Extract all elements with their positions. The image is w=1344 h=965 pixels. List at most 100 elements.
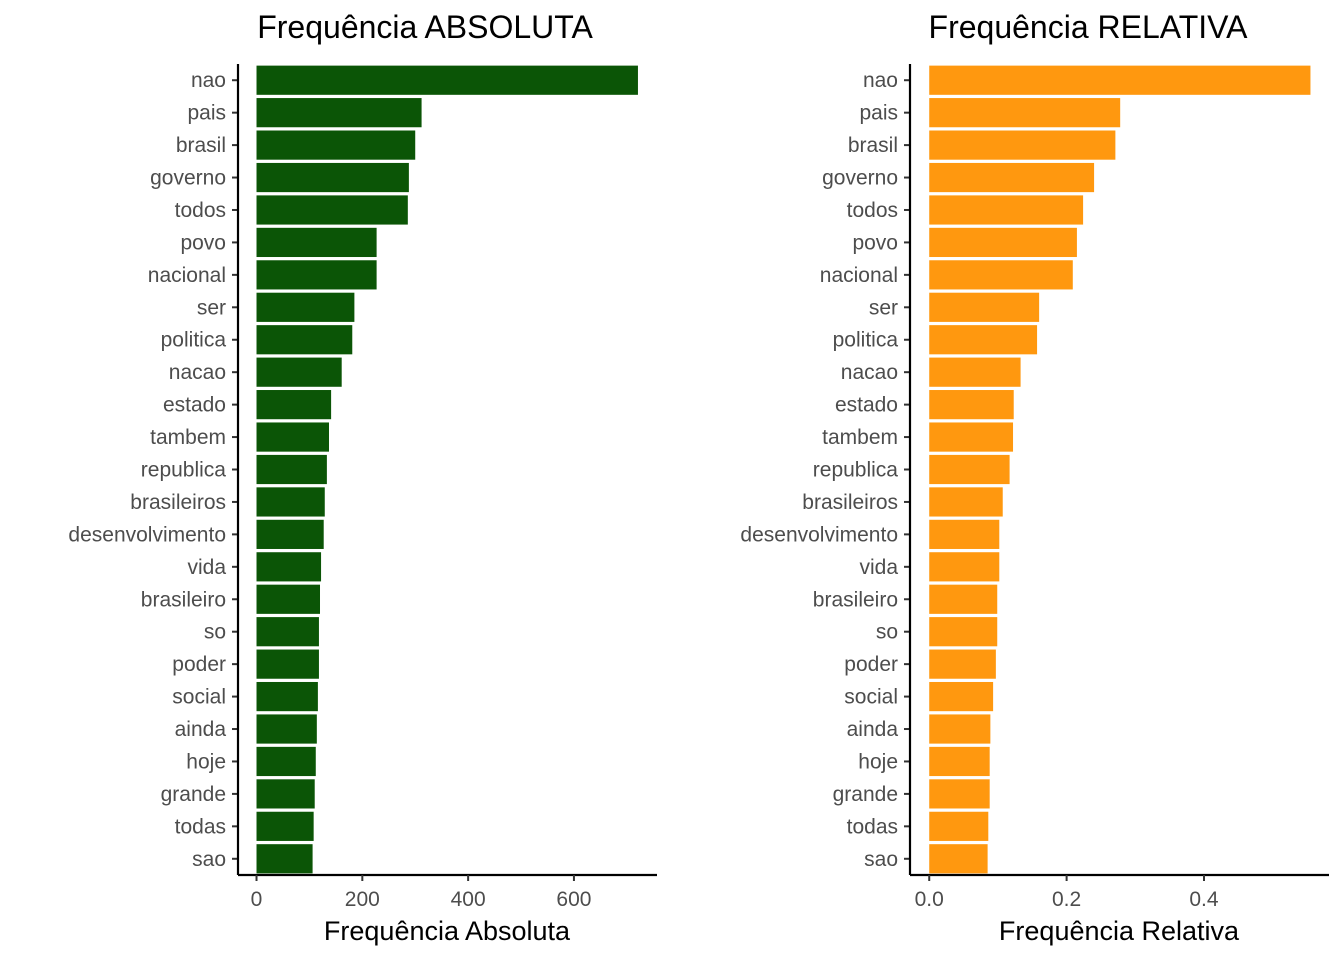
panel-1-ylabel-so: so xyxy=(204,621,226,644)
panel-1-bar-povo xyxy=(256,227,377,258)
panel-2-ylabel-ainda: ainda xyxy=(847,718,899,741)
panel-1-xtick-label-0: 0 xyxy=(251,888,263,911)
panel-1-ylabel-governo: governo xyxy=(150,167,226,190)
panel-1-bar-brasileiros xyxy=(256,487,325,517)
panel-2-bar-so xyxy=(929,617,998,647)
panel-1-bar-nao xyxy=(256,65,638,95)
panel-1-bar-brasil xyxy=(256,130,416,160)
panel-1-ylabel-nacional: nacional xyxy=(148,264,226,287)
panel-2-ylabel-povo: povo xyxy=(852,231,898,254)
panel-1-ylabel-sao: sao xyxy=(192,848,226,871)
panel-1-bar-estado xyxy=(256,390,332,420)
panel-1-bar-tambem xyxy=(256,422,329,452)
panel-1-bar-todos xyxy=(256,195,408,225)
panel-1-ylabel-brasileiro: brasileiro xyxy=(141,588,226,611)
panel-2-bar-brasileiros xyxy=(929,487,1003,517)
panel-2-title: Frequência RELATIVA xyxy=(929,9,1249,45)
panel-1-bar-governo xyxy=(256,162,409,193)
panel-1-bar-vida xyxy=(256,552,322,582)
panel-2-bar-nao xyxy=(929,65,1311,95)
panel-1-bar-todas xyxy=(256,811,314,841)
panel-1-ylabel-pais: pais xyxy=(187,102,226,125)
panel-2-ylabel-vida: vida xyxy=(859,556,898,579)
panel-1-bar-desenvolvimento xyxy=(256,519,324,549)
panel-2-ylabel-todas: todas xyxy=(847,815,898,838)
panel-1-ylabel-todos: todos xyxy=(175,199,226,222)
panel-2-ylabel-pais: pais xyxy=(859,102,898,125)
panel-1-bar-social xyxy=(256,681,318,712)
panel-1-bar-nacao xyxy=(256,357,342,387)
panel-2-ylabel-sao: sao xyxy=(864,848,898,871)
panel-2-bar-social xyxy=(929,681,994,712)
panel-1-bar-hoje xyxy=(256,746,316,777)
panel-1-ylabel-estado: estado xyxy=(163,394,226,417)
panel-1-ylabel-tambem: tambem xyxy=(150,426,226,449)
panel-2-ylabel-estado: estado xyxy=(835,394,898,417)
panel-1-ylabel-poder: poder xyxy=(172,653,226,676)
panel-1-ylabel-brasil: brasil xyxy=(176,134,226,157)
panel-2-ylabel-governo: governo xyxy=(822,167,898,190)
panel-2-bar-povo xyxy=(929,227,1077,258)
panel-2-xtick-label-2: 0.4 xyxy=(1189,888,1219,911)
panel-1-ylabel-nao: nao xyxy=(191,69,226,92)
panel-2-bar-nacao xyxy=(929,357,1021,387)
panel-1-ylabel-povo: povo xyxy=(180,231,226,254)
panel-1-ylabel-nacao: nacao xyxy=(169,361,226,384)
panel-2-bar-nacional xyxy=(929,260,1073,290)
panel-2-xtick-label-0: 0.0 xyxy=(915,888,944,911)
panel-1-bar-nacional xyxy=(256,260,377,290)
panel-1-xtick-label-2: 400 xyxy=(451,888,486,911)
panel-1-ylabel-vida: vida xyxy=(187,556,226,579)
panel-2-bar-todos xyxy=(929,195,1084,225)
panel-2-ylabel-todos: todos xyxy=(847,199,898,222)
panel-1-ylabel-social: social xyxy=(172,686,226,709)
panel-2-ylabel-brasileiro: brasileiro xyxy=(813,588,898,611)
panel-1-bar-republica xyxy=(256,454,327,485)
panel-2-ylabel-ser: ser xyxy=(869,296,898,319)
panel-2-ylabel-brasileiros: brasileiros xyxy=(802,491,898,514)
panel-1-ylabel-republica: republica xyxy=(141,459,227,482)
panel-1-bar-pais xyxy=(256,98,422,128)
panel-2-ylabel-nacional: nacional xyxy=(820,264,898,287)
panel-2-ylabel-republica: republica xyxy=(813,459,899,482)
panel-2-ylabel-nao: nao xyxy=(863,69,898,92)
panel-2-bar-poder xyxy=(929,649,996,679)
panel-2-bar-governo xyxy=(929,162,1095,193)
panel-2-bar-brasileiro xyxy=(929,584,998,614)
panel-1-bar-ainda xyxy=(256,714,317,744)
panel-2-ylabel-grande: grande xyxy=(833,783,898,806)
panel-1-ylabel-politica: politica xyxy=(161,329,227,352)
panel-2-xtick-label-1: 0.2 xyxy=(1052,888,1081,911)
panel-2-ylabel-social: social xyxy=(844,686,898,709)
panel-2-ylabel-brasil: brasil xyxy=(848,134,898,157)
panel-2-bar-tambem xyxy=(929,422,1014,452)
panel-1-bar-sao xyxy=(256,844,313,874)
panel-2-bar-politica xyxy=(929,325,1038,355)
panel-1-ylabel-hoje: hoje xyxy=(186,750,226,773)
panel-1-ylabel-todas: todas xyxy=(175,815,226,838)
panel-2-ylabel-tambem: tambem xyxy=(822,426,898,449)
panel-2-bar-grande xyxy=(929,779,990,809)
panel-2-bar-sao xyxy=(929,844,988,874)
panel-2-bar-vida xyxy=(929,552,1000,582)
panel-2-bar-republica xyxy=(929,454,1010,485)
panel-2-bar-pais xyxy=(929,98,1121,128)
panel-1-x-axis-title: Frequência Absoluta xyxy=(324,916,571,946)
panel-2-x-axis-title: Frequência Relativa xyxy=(999,916,1240,946)
panel-1-title: Frequência ABSOLUTA xyxy=(257,9,593,45)
panel-1-bar-so xyxy=(256,617,319,647)
panel-1-bar-grande xyxy=(256,779,315,809)
panel-1-xtick-label-1: 200 xyxy=(345,888,380,911)
panel-2-ylabel-poder: poder xyxy=(844,653,898,676)
panel-2-bar-desenvolvimento xyxy=(929,519,1000,549)
panel-2-ylabel-nacao: nacao xyxy=(841,361,898,384)
panel-2-bar-estado xyxy=(929,390,1014,420)
panel-1-bar-politica xyxy=(256,325,353,355)
panel-2-ylabel-so: so xyxy=(876,621,898,644)
panel-2-bar-ser xyxy=(929,292,1040,322)
panel-1-ylabel-desenvolvimento: desenvolvimento xyxy=(68,523,226,546)
panel-2-bar-hoje xyxy=(929,746,990,777)
panel-2-ylabel-desenvolvimento: desenvolvimento xyxy=(740,523,898,546)
